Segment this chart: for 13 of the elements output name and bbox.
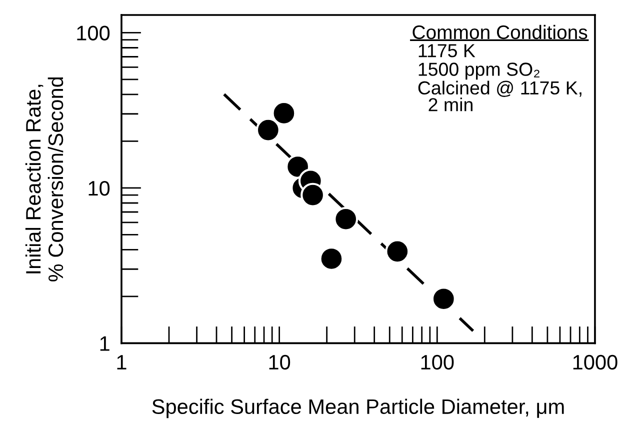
x-axis-title: Specific Surface Mean Particle Diameter, μm [152, 398, 564, 418]
annotation: 1175 K [418, 44, 476, 58]
annotation: 1500 ppm SO₂ [418, 62, 540, 80]
x-tick-label: 1000 [573, 354, 618, 370]
y-tick-label: 1 [100, 336, 110, 351]
x-tick-label: 100 [421, 354, 454, 370]
annotation: Common Conditions [412, 24, 588, 40]
y-axis-title: Initial Reaction Rate, % Conversion/Second [25, 77, 64, 282]
x-tick-label: 10 [269, 354, 290, 370]
annotation: Calcined @ 1175 K, 2 min [418, 80, 582, 112]
x-tick-label: 1 [117, 355, 126, 370]
y-tick-label: 100 [77, 26, 110, 40]
y-tick-label: 10 [88, 180, 110, 196]
